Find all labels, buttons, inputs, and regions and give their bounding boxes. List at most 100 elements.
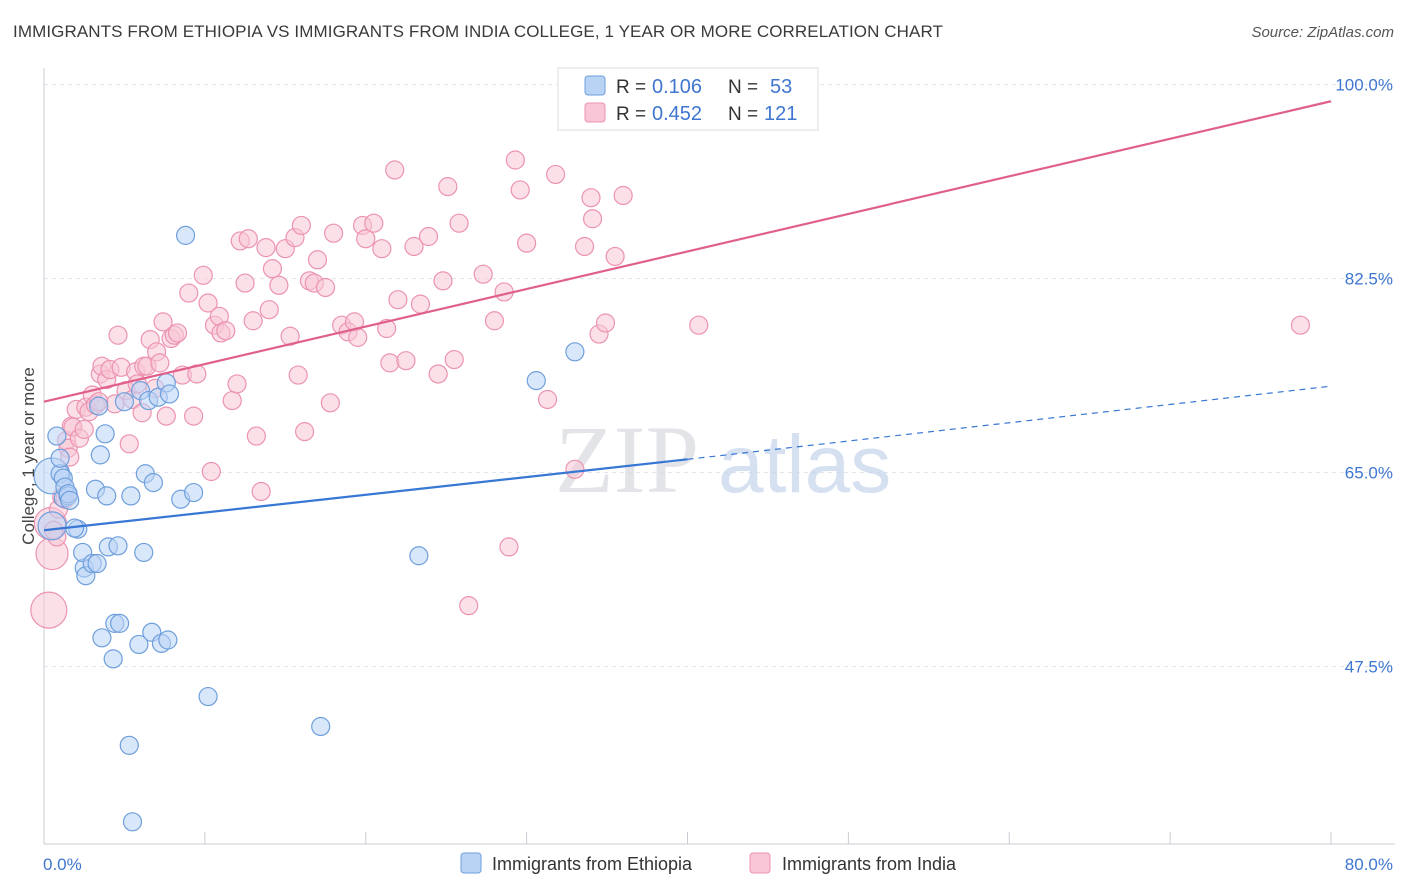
india-trend-line bbox=[43, 100, 1332, 403]
india-point bbox=[256, 237, 276, 258]
india-point bbox=[227, 374, 247, 394]
x-tick-label-max: 80.0% bbox=[1345, 855, 1393, 874]
ethiopia-point bbox=[90, 445, 110, 465]
ethiopia-point bbox=[87, 553, 107, 574]
ethiopia-point bbox=[97, 486, 117, 506]
india-point bbox=[595, 313, 616, 333]
india-point bbox=[259, 300, 279, 320]
ethiopia-point bbox=[110, 613, 130, 633]
legend-n-value-india: 121 bbox=[764, 103, 797, 125]
y-tick-label: 82.5% bbox=[1345, 270, 1393, 289]
y-axis-title: College, 1 year or more bbox=[19, 367, 38, 545]
india-point bbox=[222, 390, 242, 411]
ethiopia-point bbox=[108, 536, 128, 556]
legend-n-value-ethiopia: 53 bbox=[770, 76, 792, 98]
trend-lines bbox=[43, 100, 1332, 532]
grid-lines bbox=[44, 84, 1395, 668]
india-point bbox=[216, 321, 236, 341]
india-point bbox=[499, 537, 519, 557]
india-point bbox=[444, 349, 464, 370]
series-legend: Immigrants from Ethiopia Immigrants from… bbox=[460, 852, 957, 874]
legend-n-label-india: N = bbox=[728, 104, 758, 125]
india-point bbox=[323, 223, 344, 243]
india-point bbox=[517, 233, 537, 253]
stats-legend: R = 0.106 N = 53 R = 0.452 N = 121 bbox=[557, 67, 819, 131]
legend-r-label-india: R = bbox=[616, 104, 646, 125]
india-point bbox=[291, 215, 311, 236]
ethiopia-point bbox=[103, 649, 123, 669]
series-legend-swatch-india bbox=[749, 852, 771, 874]
legend-r-value-ethiopia: 0.106 bbox=[652, 76, 702, 98]
watermark-atlas: atlas bbox=[718, 419, 891, 510]
india-point bbox=[243, 311, 263, 331]
watermark-zip: ZIP bbox=[555, 406, 699, 513]
india-point bbox=[320, 393, 340, 413]
india-point bbox=[167, 323, 188, 343]
india-point bbox=[356, 229, 376, 249]
india-point bbox=[364, 213, 384, 233]
y-tick-label: 47.5% bbox=[1345, 658, 1393, 677]
india-point bbox=[156, 406, 176, 426]
chart-title: IMMIGRANTS FROM ETHIOPIA VS IMMIGRANTS F… bbox=[13, 22, 944, 41]
y-tick-label: 100.0% bbox=[1335, 76, 1393, 95]
ethiopia-point bbox=[184, 482, 204, 503]
india-point bbox=[269, 275, 289, 295]
india-point bbox=[238, 229, 258, 249]
series-legend-label-ethiopia: Immigrants from Ethiopia bbox=[492, 854, 693, 874]
india-point bbox=[428, 364, 448, 384]
y-tick-labels: 47.5% 65.0% 82.5% 100.0% bbox=[1335, 76, 1393, 677]
x-tick-label-min: 0.0% bbox=[43, 855, 82, 874]
india-point bbox=[404, 236, 424, 257]
india-point bbox=[119, 434, 139, 454]
india-point bbox=[545, 164, 566, 185]
india-point bbox=[459, 596, 479, 616]
india-point bbox=[179, 283, 199, 303]
india-point bbox=[565, 459, 585, 479]
ethiopia-point bbox=[198, 686, 218, 707]
india-point bbox=[410, 294, 431, 314]
ethiopia-point bbox=[159, 384, 180, 404]
india-point bbox=[198, 293, 218, 313]
ethiopia-point bbox=[121, 486, 141, 506]
ethiopia-point bbox=[122, 812, 143, 832]
india-point bbox=[510, 180, 530, 200]
india-point bbox=[537, 389, 558, 410]
india-point bbox=[372, 239, 392, 259]
legend-n-label-ethiopia: N = bbox=[728, 77, 758, 98]
series-legend-label-india: Immigrants from India bbox=[782, 854, 957, 874]
y-tick-label: 65.0% bbox=[1345, 464, 1393, 483]
india-points bbox=[30, 150, 1311, 629]
ethiopia-point bbox=[311, 716, 331, 737]
source-credit: Source: ZipAtlas.com bbox=[1251, 24, 1394, 41]
india-point bbox=[433, 271, 453, 291]
india-point bbox=[582, 209, 603, 229]
ethiopia-point bbox=[92, 628, 112, 648]
legend-swatch-ethiopia bbox=[584, 75, 606, 96]
india-point bbox=[315, 277, 336, 298]
ethiopia-point bbox=[60, 490, 80, 510]
ethiopia-trend-extension bbox=[687, 385, 1332, 460]
ethiopia-point bbox=[565, 342, 585, 362]
india-point bbox=[484, 311, 505, 331]
india-point bbox=[74, 419, 94, 439]
ethiopia-point bbox=[119, 735, 139, 755]
india-point bbox=[613, 185, 633, 206]
india-point bbox=[295, 422, 315, 442]
series-legend-swatch-ethiopia bbox=[460, 852, 482, 874]
india-point bbox=[438, 177, 458, 197]
ethiopia-point bbox=[526, 371, 546, 391]
india-point bbox=[30, 591, 68, 629]
ethiopia-point bbox=[129, 634, 149, 655]
ethiopia-point bbox=[143, 473, 163, 493]
india-point bbox=[153, 312, 173, 332]
india-point bbox=[201, 461, 221, 482]
india-point bbox=[385, 160, 405, 180]
india-point bbox=[1290, 315, 1311, 335]
ethiopia-point bbox=[175, 225, 196, 245]
india-point bbox=[505, 150, 525, 170]
ethiopia-point bbox=[158, 630, 178, 650]
india-point bbox=[193, 265, 213, 285]
ethiopia-points bbox=[33, 225, 585, 832]
india-point bbox=[184, 406, 204, 426]
